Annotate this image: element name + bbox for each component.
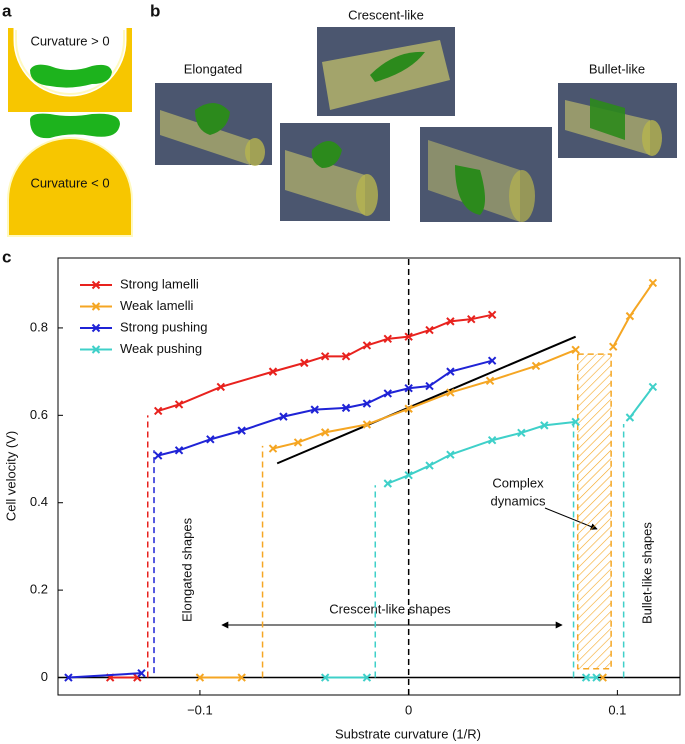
series-line	[110, 313, 493, 679]
x-tick-label: 0.1	[608, 702, 626, 717]
data-point	[320, 673, 330, 682]
y-axis-title: Cell velocity (V)	[3, 431, 18, 521]
data-point	[216, 382, 226, 392]
legend-marker	[91, 302, 101, 311]
data-point	[467, 314, 476, 324]
data-point	[446, 367, 455, 376]
legend-marker	[91, 345, 101, 354]
panel-b-text: Crescent-like	[348, 7, 424, 22]
y-tick-label: 0.6	[30, 407, 48, 422]
data-point	[206, 435, 215, 444]
legend-label: Strong pushing	[120, 319, 207, 334]
data-point	[446, 388, 455, 397]
data-point	[581, 673, 591, 682]
data-point	[625, 413, 635, 422]
data-point	[341, 403, 351, 413]
data-point	[487, 310, 497, 320]
data-point	[446, 317, 455, 326]
data-point	[648, 278, 658, 288]
annotation: Bullet-like shapes	[639, 522, 654, 624]
panel-label: c	[2, 247, 11, 266]
data-point	[540, 421, 549, 430]
y-tick-label: 0	[41, 669, 48, 684]
panel-a-text: Curvature < 0	[30, 175, 109, 190]
data-point	[487, 356, 497, 365]
plot: −0.1 0 0.1 0 0.2 0.4 0.6 0.8 Strong lamelli Weak …	[30, 258, 680, 717]
data-point	[174, 446, 184, 455]
y-tick-label: 0.8	[30, 319, 48, 334]
series-line	[325, 386, 654, 679]
panel-b: Elongated Crescent-like Bullet-like	[155, 7, 677, 222]
data-point	[485, 376, 495, 386]
data-point	[487, 436, 497, 445]
data-point	[404, 332, 413, 341]
data-point	[609, 342, 618, 351]
panel-label: b	[150, 1, 160, 20]
data-point	[425, 325, 434, 335]
data-point	[300, 358, 309, 368]
data-point	[195, 673, 205, 682]
panel-b-text: Elongated	[184, 61, 243, 76]
legend-marker	[91, 280, 101, 290]
data-point	[362, 341, 372, 350]
y-tick-label: 0.4	[30, 494, 48, 509]
data-point	[517, 428, 526, 438]
annotation: Crescent-like shapes	[329, 601, 451, 616]
plot-frame	[57, 257, 681, 696]
legend-label: Weak lamelli	[120, 298, 194, 313]
data-point	[625, 311, 635, 321]
annotation: Complex	[492, 475, 544, 490]
data-point	[598, 673, 607, 682]
fit-line	[276, 335, 577, 465]
data-point	[404, 470, 413, 480]
legend-label: Weak pushing	[120, 341, 202, 356]
data-point	[571, 345, 580, 354]
data-point	[425, 461, 434, 470]
data-point	[383, 334, 392, 344]
panel-label: a	[2, 1, 12, 20]
x-tick-label: 0	[405, 702, 412, 717]
legend-marker	[91, 323, 101, 333]
data-point	[446, 450, 455, 459]
data-point	[362, 420, 372, 429]
data-point	[268, 367, 278, 376]
series-line	[68, 359, 493, 679]
panel-a: Curvature > 0 Curvature < 0	[7, 27, 133, 237]
data-point	[153, 406, 163, 416]
data-point	[237, 673, 246, 682]
panel-a-text: Curvature > 0	[30, 33, 109, 48]
data-point	[320, 352, 330, 361]
data-point	[279, 412, 288, 421]
legend-label: Strong lamelli	[120, 276, 199, 291]
complex-region	[576, 353, 612, 670]
data-point	[293, 438, 303, 447]
data-point	[571, 417, 580, 427]
data-point	[310, 405, 319, 414]
data-point	[153, 451, 163, 460]
data-point	[137, 668, 146, 678]
data-point	[362, 673, 372, 682]
data-point	[341, 352, 351, 361]
data-point	[362, 399, 372, 408]
x-tick-label: −0.1	[187, 702, 213, 717]
data-point	[648, 382, 658, 392]
x-axis-title: Substrate curvature (1/R)	[335, 726, 481, 741]
data-point	[383, 389, 392, 398]
data-point	[64, 673, 73, 682]
annotation: dynamics	[491, 493, 546, 508]
data-point	[425, 381, 434, 391]
data-point	[174, 400, 184, 409]
data-point	[404, 404, 413, 413]
data-point	[320, 428, 330, 437]
data-point	[237, 426, 246, 435]
data-point	[268, 444, 278, 453]
data-point	[592, 673, 601, 682]
y-tick-label: 0.2	[30, 582, 48, 597]
data-point	[404, 384, 413, 393]
data-point	[383, 479, 392, 488]
panel-b-text: Bullet-like	[589, 61, 645, 76]
annotation: Elongated shapes	[179, 517, 194, 622]
data-point	[531, 361, 541, 371]
